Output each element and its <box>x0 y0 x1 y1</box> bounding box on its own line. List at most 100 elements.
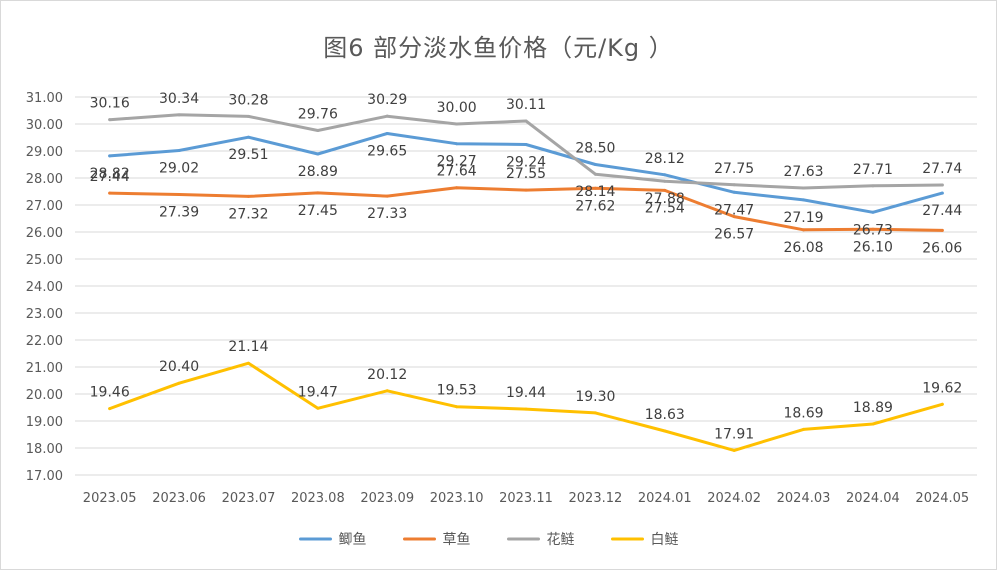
data-label: 26.06 <box>922 240 962 256</box>
data-label: 19.47 <box>298 384 338 400</box>
data-label: 29.76 <box>298 106 338 122</box>
data-point <box>524 407 528 411</box>
data-point <box>940 183 944 187</box>
data-label: 19.30 <box>575 389 615 405</box>
x-tick-label: 2024.04 <box>846 491 900 506</box>
data-label: 18.89 <box>853 400 893 416</box>
legend-label: 草鱼 <box>443 531 471 548</box>
x-tick-label: 2024.03 <box>777 491 831 506</box>
data-point <box>593 163 597 166</box>
data-point <box>108 154 112 158</box>
data-label: 18.63 <box>645 407 685 423</box>
data-label: 30.34 <box>159 91 199 107</box>
data-point <box>316 152 320 156</box>
data-point <box>385 114 389 118</box>
y-tick-label: 20.00 <box>26 388 63 403</box>
y-tick-label: 21.00 <box>26 361 63 376</box>
data-point <box>871 422 875 426</box>
data-point <box>246 194 250 198</box>
data-label: 29.65 <box>367 143 407 159</box>
data-point <box>732 183 736 187</box>
data-label: 27.32 <box>228 206 268 222</box>
y-tick-label: 19.00 <box>26 415 63 430</box>
data-point <box>524 188 528 192</box>
data-label: 28.14 <box>575 184 615 200</box>
data-point <box>871 184 875 188</box>
data-label: 30.11 <box>506 97 546 113</box>
data-point <box>802 228 806 232</box>
x-tick-label: 2023.05 <box>83 491 137 506</box>
y-tick-label: 30.00 <box>26 118 63 133</box>
data-label: 27.39 <box>159 204 199 220</box>
data-point <box>732 448 736 452</box>
data-label: 26.57 <box>714 227 754 243</box>
data-point <box>385 131 389 135</box>
data-label: 29.27 <box>437 154 477 170</box>
x-tick-label: 2023.08 <box>291 491 345 506</box>
data-label: 27.55 <box>506 166 546 182</box>
x-tick-label: 2023.10 <box>430 491 484 506</box>
y-tick-label: 27.00 <box>26 199 63 214</box>
data-point <box>940 402 944 406</box>
data-point <box>108 191 112 195</box>
x-tick-label: 2023.06 <box>152 491 206 506</box>
data-label: 27.54 <box>645 200 685 216</box>
x-tick-label: 2023.12 <box>569 491 623 506</box>
data-label: 27.88 <box>645 191 685 207</box>
y-tick-label: 18.00 <box>26 442 63 457</box>
data-point <box>246 114 250 118</box>
data-point <box>385 194 389 198</box>
data-label: 30.28 <box>228 92 268 108</box>
legend-label: 白鲢 <box>651 532 679 548</box>
y-tick-label: 22.00 <box>26 334 63 349</box>
data-label: 28.12 <box>645 151 685 167</box>
data-point <box>316 128 320 132</box>
data-point <box>385 389 389 393</box>
x-tick-label: 2024.02 <box>707 491 761 506</box>
data-point <box>663 429 667 433</box>
data-point <box>455 186 459 190</box>
data-point <box>593 172 597 176</box>
y-tick-label: 29.00 <box>26 145 63 160</box>
data-point <box>802 427 806 431</box>
data-point <box>108 407 112 411</box>
data-label: 19.44 <box>506 385 546 401</box>
data-point <box>802 198 806 202</box>
data-point <box>732 215 736 219</box>
data-point <box>593 411 597 415</box>
data-label: 28.82 <box>90 166 130 182</box>
data-point <box>455 405 459 409</box>
data-point <box>940 228 944 232</box>
data-point <box>108 118 112 122</box>
data-label: 27.74 <box>922 161 962 177</box>
data-label: 27.44 <box>922 203 962 219</box>
data-point <box>246 135 250 139</box>
x-tick-label: 2024.01 <box>638 491 692 506</box>
data-label: 27.19 <box>783 210 823 226</box>
data-point <box>663 188 667 192</box>
data-label: 27.33 <box>367 206 407 222</box>
data-point <box>177 148 181 152</box>
x-tick-label: 2023.07 <box>222 491 276 506</box>
data-point <box>663 179 667 183</box>
data-label: 26.10 <box>853 239 893 255</box>
y-tick-label: 23.00 <box>26 307 63 322</box>
data-label: 27.71 <box>853 162 893 178</box>
data-label: 20.40 <box>159 359 199 375</box>
data-point <box>455 122 459 126</box>
data-label: 28.50 <box>575 141 615 157</box>
data-point <box>177 192 181 196</box>
data-point <box>871 227 875 231</box>
y-tick-label: 25.00 <box>26 253 63 268</box>
legend-label: 花鲢 <box>547 532 575 548</box>
data-point <box>663 173 667 177</box>
x-tick-label: 2023.11 <box>499 491 553 506</box>
y-tick-label: 17.00 <box>26 469 63 484</box>
data-label: 27.45 <box>298 203 338 219</box>
data-point <box>593 186 597 190</box>
data-label: 27.64 <box>437 164 477 180</box>
y-tick-label: 28.00 <box>26 172 63 187</box>
x-tick-label: 2024.05 <box>915 491 969 506</box>
data-label: 26.08 <box>783 240 823 256</box>
